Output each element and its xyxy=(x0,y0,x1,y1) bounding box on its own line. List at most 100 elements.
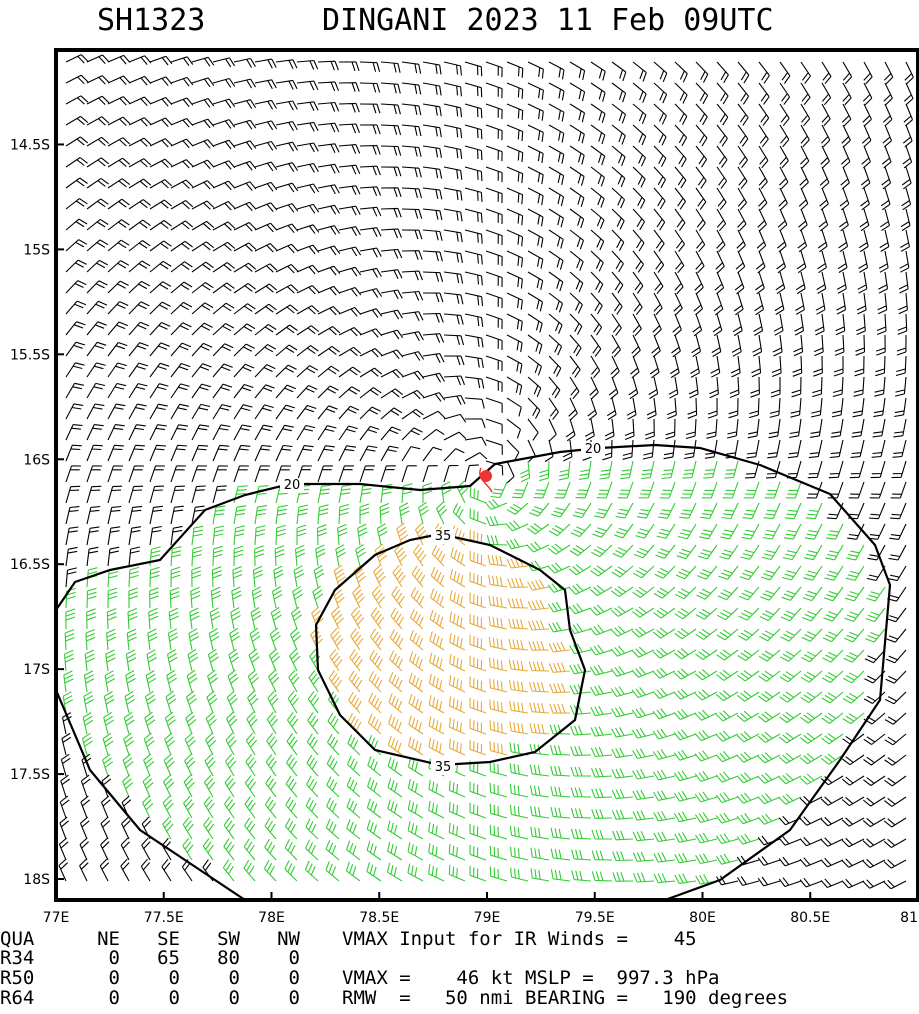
wind-barb xyxy=(245,732,258,756)
wind-barb xyxy=(569,376,580,400)
wind-barb xyxy=(407,800,424,819)
wind-barb xyxy=(168,607,179,630)
wind-barb xyxy=(189,607,200,630)
wind-barb xyxy=(249,627,261,651)
wind-barb xyxy=(371,585,386,609)
wind-barb xyxy=(184,732,196,756)
wind-barb xyxy=(757,813,781,825)
wind-barb xyxy=(824,565,844,581)
wind-barb xyxy=(285,775,298,798)
wind-barb xyxy=(880,208,890,232)
wind-barb xyxy=(265,775,277,798)
wind-barb xyxy=(569,124,585,144)
wind-barb xyxy=(668,376,679,399)
wind-barb xyxy=(149,158,173,168)
wind-barb xyxy=(902,145,913,169)
wind-barb xyxy=(801,628,823,642)
wind-barb xyxy=(401,82,422,95)
wind-barb xyxy=(527,61,544,79)
wind-barb xyxy=(786,460,802,479)
wind-barb xyxy=(149,362,170,378)
wind-barb xyxy=(669,355,680,379)
wind-barb xyxy=(212,98,236,109)
contour-20kt-lower xyxy=(54,689,246,901)
wind-barb xyxy=(449,590,466,609)
wind-barb xyxy=(188,628,199,651)
wind-barb xyxy=(666,397,677,420)
contour-label: 35 xyxy=(435,529,452,544)
wind-barb xyxy=(86,218,109,231)
wind-barb xyxy=(695,208,706,232)
wind-barb xyxy=(798,208,808,232)
wind-barb xyxy=(86,587,97,609)
wind-barb xyxy=(684,439,697,460)
wind-barb xyxy=(443,271,464,284)
wind-barb xyxy=(550,765,571,777)
wind-barb xyxy=(191,56,215,67)
wind-barb xyxy=(338,366,361,378)
wind-barb xyxy=(826,502,844,520)
wind-barb xyxy=(464,355,484,369)
wind-barb xyxy=(800,145,810,169)
wind-barb xyxy=(107,280,129,294)
wind-barb xyxy=(653,61,668,83)
wind-barb xyxy=(326,755,340,777)
wind-barb xyxy=(898,271,909,294)
wind-barb xyxy=(883,859,907,869)
wind-barb xyxy=(737,61,750,84)
wind-barb xyxy=(653,873,676,884)
wind-barb xyxy=(680,481,697,499)
wind-barb xyxy=(485,208,503,225)
wind-barb xyxy=(149,179,173,189)
wind-barb xyxy=(191,139,215,149)
wind-barb xyxy=(562,439,573,462)
wind-barb xyxy=(338,286,362,297)
wind-barb xyxy=(539,460,550,482)
wind-barb xyxy=(632,748,655,760)
wind-barb xyxy=(777,229,787,253)
wind-barb xyxy=(387,820,403,840)
wind-barb xyxy=(141,837,151,861)
wind-barb xyxy=(440,481,452,504)
wind-barb xyxy=(611,727,634,738)
wind-barb xyxy=(128,260,151,273)
wind-barb xyxy=(170,56,194,67)
wind-barb xyxy=(800,670,823,683)
wind-barb xyxy=(464,271,483,286)
wind-barb xyxy=(449,696,466,714)
wind-barb xyxy=(591,788,613,799)
wind-barb xyxy=(248,648,260,672)
wind-barb xyxy=(822,649,844,663)
wind-barb xyxy=(862,82,873,106)
wind-barb xyxy=(275,203,299,213)
wind-barb xyxy=(633,565,655,579)
wind-barb xyxy=(506,376,523,396)
radius-label: R34 xyxy=(0,947,34,969)
wind-barb xyxy=(842,691,865,704)
wind-barb xyxy=(506,187,524,205)
wind-barb xyxy=(191,77,215,88)
wind-barb xyxy=(652,749,676,760)
wind-barb xyxy=(296,244,320,255)
wind-barb xyxy=(407,821,424,840)
wind-barb xyxy=(275,59,298,70)
wind-barb xyxy=(449,675,466,693)
wind-barb xyxy=(631,646,655,658)
radius-value: 0 xyxy=(109,987,120,1009)
wind-barb xyxy=(694,750,718,762)
wind-barb xyxy=(578,460,592,480)
wind-barb xyxy=(779,145,789,169)
wind-barb xyxy=(367,756,382,777)
wind-barb xyxy=(874,376,886,397)
wind-barb xyxy=(233,140,257,151)
wind-barb xyxy=(170,322,192,336)
wind-barb xyxy=(170,444,188,462)
wind-barb xyxy=(831,397,844,418)
wind-barb xyxy=(107,362,127,378)
y-tick-label: 17.5S xyxy=(10,767,50,783)
wind-barb xyxy=(212,465,229,483)
wind-barb xyxy=(254,323,277,336)
wind-barb xyxy=(887,565,907,582)
wind-barb xyxy=(469,655,487,672)
wind-barb xyxy=(509,784,529,798)
